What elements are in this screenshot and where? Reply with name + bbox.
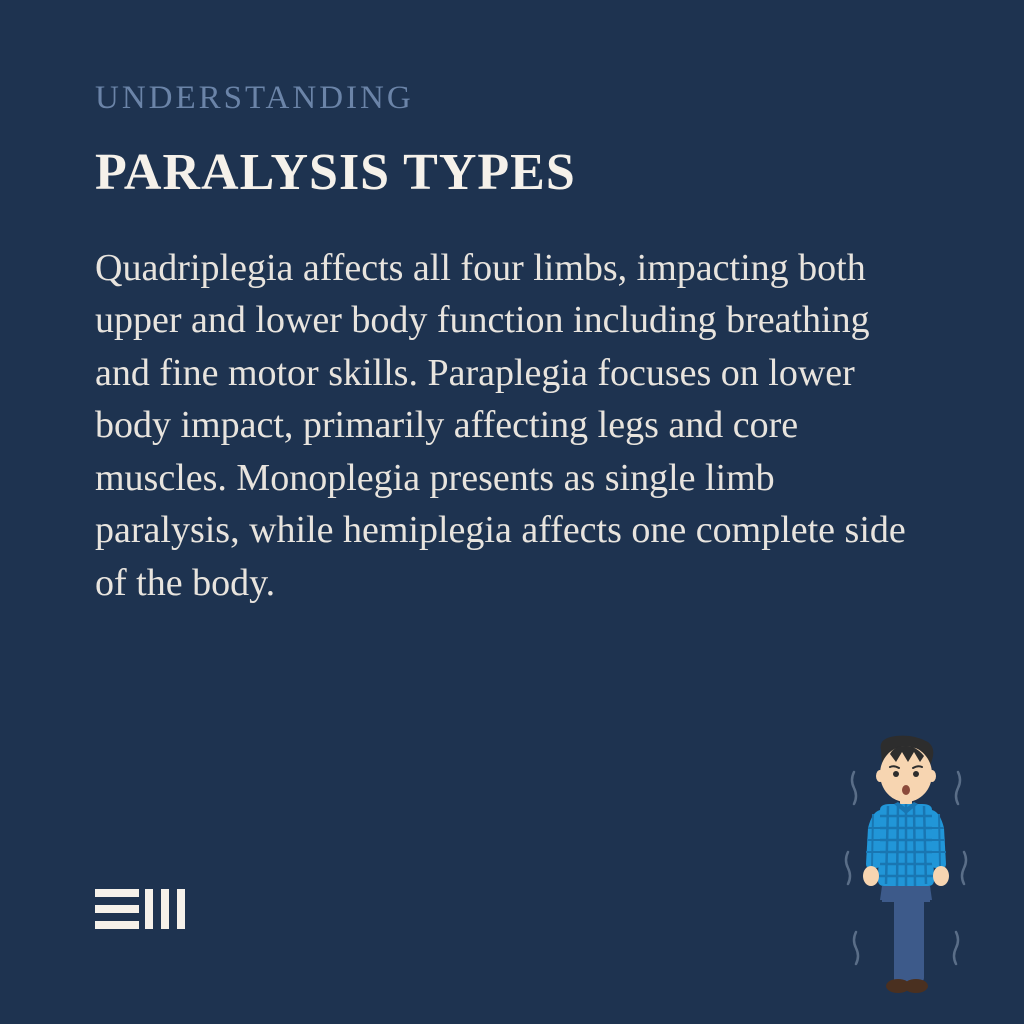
eyebrow-text: UNDERSTANDING (95, 80, 934, 117)
body-copy: Quadriplegia affects all four limbs, imp… (95, 242, 925, 609)
brand-logo-icon (95, 889, 185, 929)
person-illustration-icon (836, 732, 976, 1002)
logo-v-bars (145, 889, 185, 929)
page-title: PARALYSIS TYPES (95, 143, 934, 202)
logo-h-bars (95, 889, 139, 929)
